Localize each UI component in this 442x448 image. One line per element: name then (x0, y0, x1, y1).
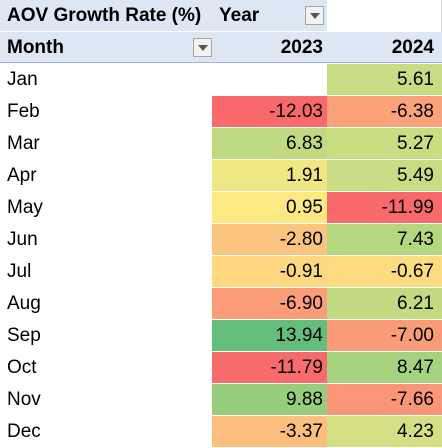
pivot-subheader-row: Month 2023 2024 (0, 32, 442, 63)
value-cell-2024[interactable]: -0.67 (327, 256, 442, 287)
value-cell-2023[interactable]: 9.88 (212, 384, 327, 415)
value-cell-2024[interactable]: 5.27 (327, 128, 442, 159)
pivot-header-row: AOV Growth Rate (%) Year (0, 0, 442, 31)
value-cell-2024[interactable]: 5.49 (327, 160, 442, 191)
value-cell-2024[interactable]: 5.61 (327, 64, 442, 95)
month-filter-button[interactable] (193, 38, 212, 57)
table-row: Dec -3.37 4.23 (0, 416, 442, 448)
value-cell-2023[interactable]: -12.03 (212, 96, 327, 127)
table-row: Nov 9.88 -7.66 (0, 384, 442, 416)
value-cell-2023[interactable]: 1.91 (212, 160, 327, 191)
value-cell-2024[interactable]: -7.00 (327, 320, 442, 351)
value-cell-2023[interactable]: 13.94 (212, 320, 327, 351)
value-cell-2023[interactable]: -0.91 (212, 256, 327, 287)
table-row: Aug -6.90 6.21 (0, 288, 442, 320)
value-cell-2024[interactable]: 7.43 (327, 224, 442, 255)
value-cell-2023[interactable]: 6.83 (212, 128, 327, 159)
month-label[interactable]: Dec (0, 416, 212, 447)
table-row: Apr 1.91 5.49 (0, 160, 442, 192)
month-label[interactable]: Mar (0, 128, 212, 159)
value-cell-2023[interactable]: -11.79 (212, 352, 327, 383)
month-label[interactable]: Aug (0, 288, 212, 319)
table-row: Jan 5.61 (0, 64, 442, 96)
empty-header-cell (327, 0, 442, 31)
year-header-2024[interactable]: 2024 (327, 32, 442, 63)
month-label[interactable]: Sep (0, 320, 212, 351)
table-row: May 0.95 -11.99 (0, 192, 442, 224)
month-label[interactable]: Jun (0, 224, 212, 255)
value-cell-2023[interactable]: -6.90 (212, 288, 327, 319)
value-cell-2023[interactable]: -2.80 (212, 224, 327, 255)
table-row: Sep 13.94 -7.00 (0, 320, 442, 352)
year-header-2023[interactable]: 2023 (212, 32, 327, 63)
dropdown-arrow-icon (197, 44, 208, 51)
row-field-label[interactable]: Month (0, 32, 212, 63)
month-label[interactable]: Jan (0, 64, 212, 95)
value-cell-2024[interactable]: 8.47 (327, 352, 442, 383)
month-label[interactable]: Nov (0, 384, 212, 415)
value-cell-2024[interactable]: 4.23 (327, 416, 442, 447)
value-cell-2024[interactable]: 6.21 (327, 288, 442, 319)
year-filter-button[interactable] (305, 6, 324, 25)
month-label[interactable]: Oct (0, 352, 212, 383)
month-label[interactable]: Jul (0, 256, 212, 287)
value-cell-2023[interactable]: 0.95 (212, 192, 327, 223)
table-row: Oct -11.79 8.47 (0, 352, 442, 384)
table-row: Mar 6.83 5.27 (0, 128, 442, 160)
dropdown-arrow-icon (309, 12, 320, 19)
value-cell-2024[interactable]: -6.38 (327, 96, 442, 127)
value-cell-2023[interactable]: -3.37 (212, 416, 327, 447)
value-cell-2024[interactable]: -11.99 (327, 192, 442, 223)
value-cell-2024[interactable]: -7.66 (327, 384, 442, 415)
pivot-title[interactable]: AOV Growth Rate (%) (0, 0, 212, 31)
month-label[interactable]: Feb (0, 96, 212, 127)
month-label[interactable]: May (0, 192, 212, 223)
table-row: Jul -0.91 -0.67 (0, 256, 442, 288)
month-label[interactable]: Apr (0, 160, 212, 191)
table-row: Feb -12.03 -6.38 (0, 96, 442, 128)
table-row: Jun -2.80 7.43 (0, 224, 442, 256)
value-cell-2023[interactable] (212, 64, 327, 95)
